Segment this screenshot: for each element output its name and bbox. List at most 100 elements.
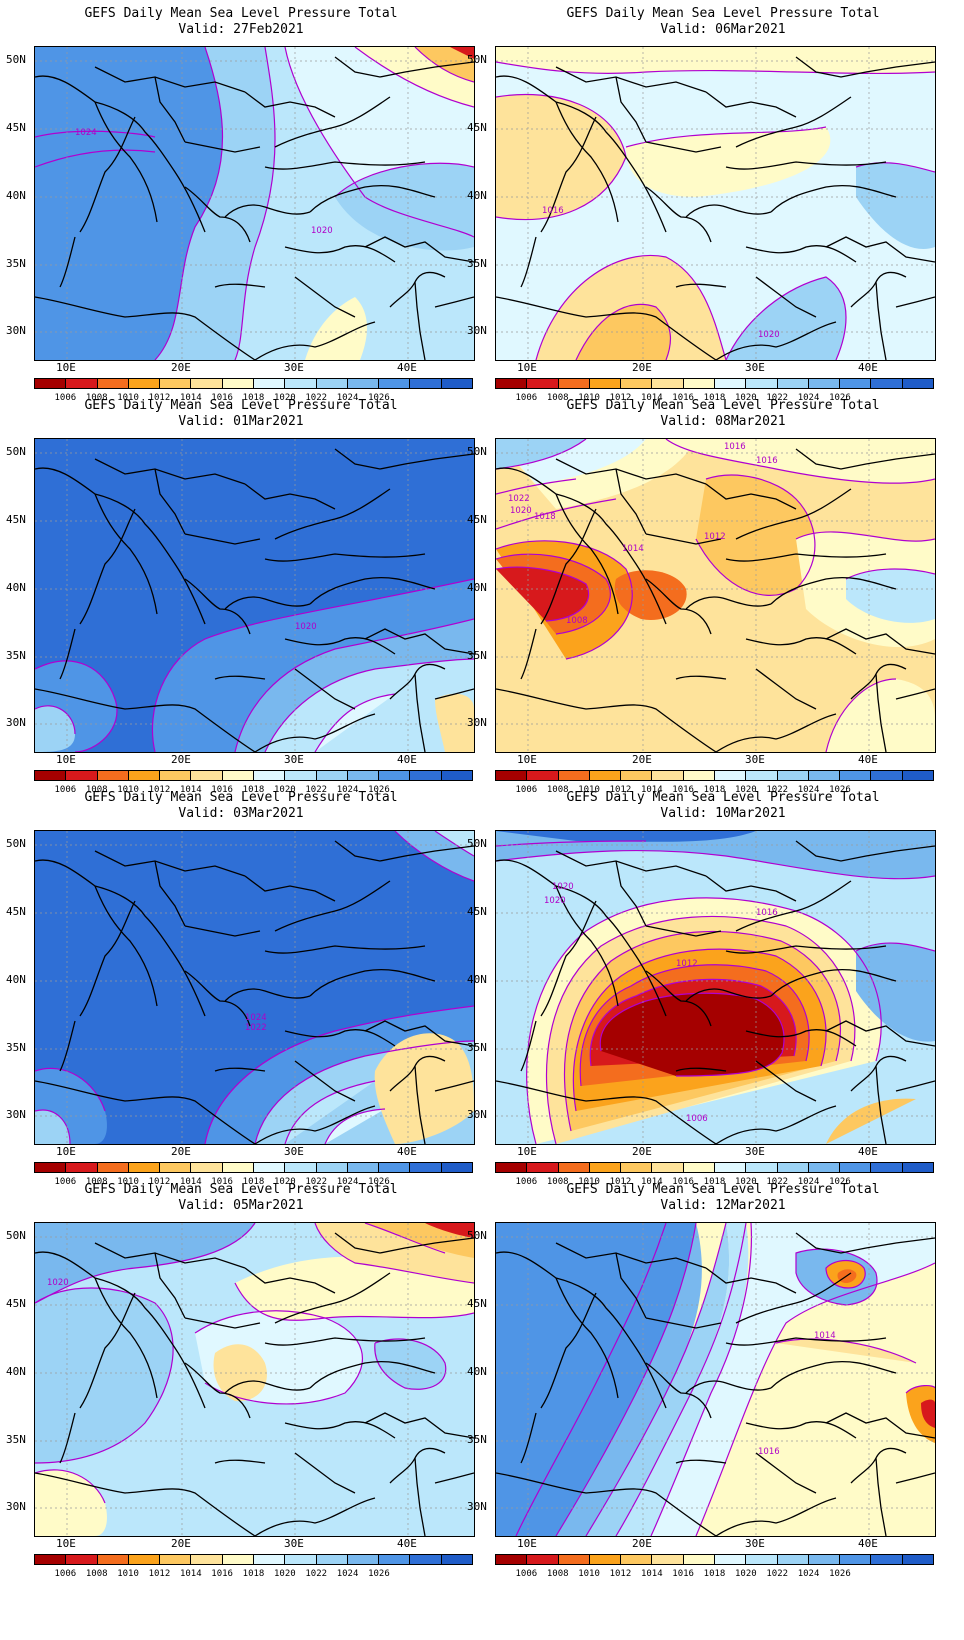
colorbar-swatch: [840, 379, 872, 388]
colorbar-label: 1022: [305, 1569, 328, 1579]
colorbar-swatch: [496, 379, 528, 388]
colorbar-swatch: [683, 771, 715, 780]
isobar: [496, 540, 633, 660]
colorbar-label: 1010: [578, 1569, 600, 1579]
isobar: [695, 1262, 935, 1536]
colorbar-swatch: [441, 1555, 472, 1564]
colorbar-label: 1026: [368, 1177, 390, 1187]
colorbar-label: 1012: [148, 1177, 171, 1187]
coastline: [645, 1317, 722, 1329]
colorbar-swatch: [253, 1555, 286, 1564]
coastline: [294, 668, 356, 710]
colorbar-label: 1008: [85, 1569, 108, 1579]
coastline: [59, 1020, 76, 1072]
colorbar-swatch: [808, 1163, 841, 1172]
coastline: [755, 1060, 817, 1102]
colorbar-swatch: [222, 1555, 254, 1564]
coastline: [825, 1412, 935, 1439]
lat-label: 50N: [6, 53, 26, 66]
pressure-fill: [600, 993, 785, 1076]
coastline: [675, 1459, 727, 1464]
coastline: [184, 533, 261, 545]
pressure-fill: [776, 1339, 916, 1363]
lat-label: 45N: [6, 1297, 26, 1310]
pressure-fill: [335, 163, 474, 251]
panel-valid-date: Valid: 06Mar2021: [660, 22, 786, 37]
lon-label: 40E: [397, 753, 417, 766]
coastline: [496, 1080, 717, 1144]
colorbar-swatch: [527, 1163, 559, 1172]
coastline: [254, 1497, 376, 1536]
isobar-label: 1016: [756, 456, 778, 466]
colorbar-label: 1018: [242, 785, 265, 795]
colorbar-swatch: [66, 1163, 98, 1172]
colorbar-swatch: [527, 1555, 559, 1564]
lat-label: 40N: [467, 973, 487, 986]
colorbar-swatch: [253, 1163, 286, 1172]
pressure-fill: [726, 277, 846, 360]
colorbar-label: 1018: [242, 1177, 265, 1187]
isobar-label: 1012: [704, 532, 726, 542]
colorbar-label: 1012: [609, 785, 632, 795]
colorbar-swatch: [379, 1163, 411, 1172]
map-panel-4: GEFS Daily Mean Sea Level Pressure Total…: [467, 392, 964, 802]
coastline: [755, 276, 817, 318]
colorbar-label: 1026: [829, 1569, 851, 1579]
coastline: [35, 467, 206, 625]
coastline: [705, 91, 797, 118]
colorbar-label: 1010: [117, 1569, 139, 1579]
colorbar-swatch: [441, 771, 472, 780]
coastline: [770, 185, 897, 213]
panel-title: GEFS Daily Mean Sea Level Pressure Total: [566, 1182, 880, 1197]
colorbar: [34, 378, 473, 389]
isobar-label: 1024: [245, 1013, 267, 1023]
colorbar-label: 1014: [179, 393, 202, 403]
isobar: [354, 47, 474, 108]
pressure-map: 1024 1022: [34, 830, 475, 1145]
coastline: [895, 1080, 935, 1092]
colorbar-label: 1022: [766, 1177, 789, 1187]
coastline: [645, 1362, 712, 1419]
panel-title: GEFS Daily Mean Sea Level Pressure Total: [566, 790, 880, 805]
lon-label: 10E: [56, 361, 76, 374]
colorbar-swatch: [285, 771, 317, 780]
coastline: [496, 859, 667, 1017]
coastline: [496, 1472, 717, 1536]
colorbar-swatch: [871, 1163, 903, 1172]
pressure-fill: [651, 1223, 935, 1536]
coastline: [35, 859, 206, 1017]
coastline: [214, 283, 266, 288]
pressure-fill: [415, 47, 474, 82]
isobar: [394, 831, 474, 882]
lat-label: 30N: [6, 1500, 26, 1513]
coastline: [745, 245, 857, 263]
colorbar-label: 1008: [546, 393, 569, 403]
isobar: [496, 478, 577, 495]
panel-valid-date: Valid: 12Mar2021: [660, 1198, 786, 1213]
colorbar-swatch: [441, 379, 472, 388]
lon-label: 20E: [171, 1537, 191, 1550]
colorbar-label: 1008: [546, 1177, 569, 1187]
coastline: [735, 1272, 852, 1324]
colorbar-swatch: [621, 1555, 653, 1564]
pressure-fill: [496, 94, 626, 220]
lon-label: 10E: [517, 361, 537, 374]
lat-label: 40N: [467, 1365, 487, 1378]
colorbar-swatch: [253, 379, 286, 388]
map-panel-5: GEFS Daily Mean Sea Level Pressure Total…: [0, 784, 482, 1194]
colorbar-swatch: [840, 1555, 872, 1564]
lon-label: 20E: [632, 753, 652, 766]
colorbar-swatch: [347, 771, 380, 780]
colorbar-swatch: [66, 1555, 98, 1564]
lon-label: 20E: [632, 361, 652, 374]
lon-label: 20E: [632, 1537, 652, 1550]
isobar: [284, 1080, 376, 1144]
colorbar-swatch: [808, 379, 841, 388]
coastline: [184, 186, 251, 243]
colorbar-swatch: [714, 379, 747, 388]
isobar: [665, 439, 935, 484]
colorbar-swatch: [347, 1163, 380, 1172]
lon-label: 40E: [858, 361, 878, 374]
colorbar-label: 1006: [515, 393, 538, 403]
isobar: [234, 47, 276, 360]
